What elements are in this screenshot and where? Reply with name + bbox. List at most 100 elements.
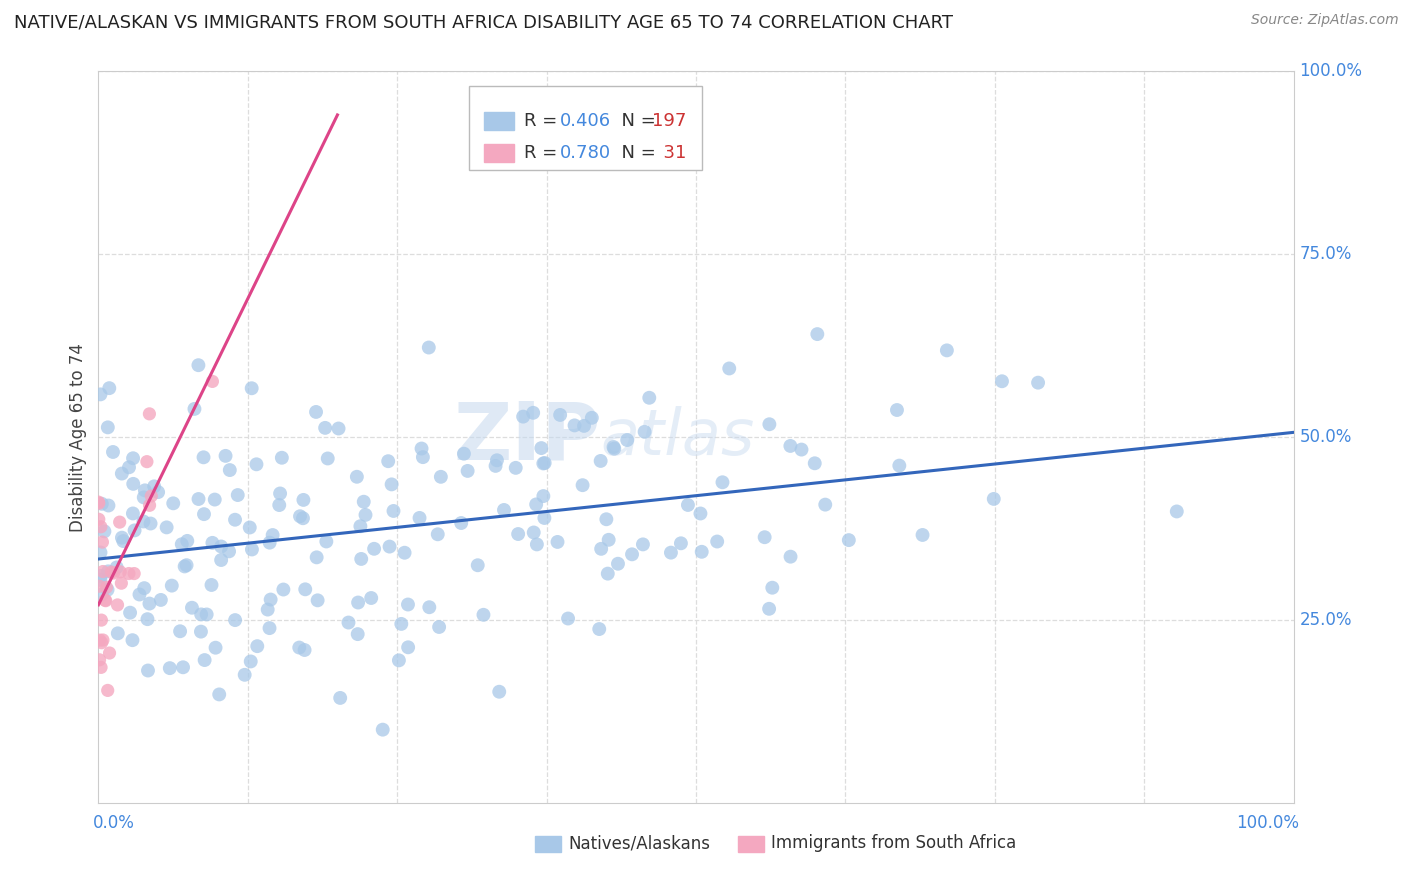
- Point: [838, 533, 860, 548]
- Point: [806, 327, 828, 342]
- Point: [676, 498, 699, 512]
- Text: 197: 197: [652, 112, 686, 129]
- Point: [149, 593, 172, 607]
- Text: 0.780: 0.780: [560, 145, 610, 162]
- Point: [761, 581, 783, 595]
- Text: 50.0%: 50.0%: [1299, 428, 1353, 446]
- Point: [307, 593, 329, 607]
- Point: [269, 486, 291, 500]
- Point: [754, 530, 776, 544]
- Point: [329, 690, 352, 705]
- Point: [87, 495, 110, 509]
- Text: 0.406: 0.406: [560, 112, 610, 129]
- Point: [378, 540, 401, 554]
- Point: [547, 535, 569, 549]
- Point: [411, 442, 433, 456]
- Point: [360, 591, 382, 605]
- Point: [711, 475, 734, 490]
- Point: [523, 525, 546, 540]
- Point: [138, 407, 160, 421]
- Point: [132, 515, 155, 529]
- Point: [530, 441, 553, 455]
- Point: [160, 579, 183, 593]
- Point: [181, 600, 204, 615]
- Point: [90, 660, 112, 674]
- Point: [505, 461, 527, 475]
- Point: [176, 533, 198, 548]
- Point: [564, 418, 586, 433]
- Point: [426, 527, 449, 541]
- Point: [91, 535, 114, 549]
- Point: [209, 540, 232, 554]
- Point: [557, 611, 579, 625]
- Point: [790, 442, 813, 457]
- Point: [690, 545, 713, 559]
- Point: [305, 550, 328, 565]
- Point: [394, 546, 416, 560]
- Point: [134, 483, 156, 498]
- Point: [294, 582, 316, 597]
- Point: [430, 470, 453, 484]
- Point: [718, 361, 741, 376]
- Point: [346, 469, 368, 483]
- Point: [91, 633, 114, 648]
- Point: [659, 546, 682, 560]
- Point: [533, 511, 555, 525]
- Text: 31: 31: [652, 145, 686, 162]
- Point: [588, 622, 610, 636]
- Point: [194, 653, 217, 667]
- Point: [316, 451, 339, 466]
- Point: [354, 508, 377, 522]
- Point: [90, 569, 112, 583]
- Point: [108, 515, 131, 529]
- Point: [162, 496, 184, 510]
- Point: [107, 626, 129, 640]
- Point: [100, 565, 122, 579]
- Point: [208, 687, 231, 701]
- Point: [139, 516, 162, 531]
- Point: [105, 560, 128, 574]
- Point: [396, 640, 419, 655]
- Point: [226, 488, 249, 502]
- Point: [90, 636, 112, 650]
- Text: Natives/Alaskans: Natives/Alaskans: [568, 834, 710, 852]
- Point: [239, 655, 262, 669]
- Point: [201, 375, 224, 389]
- Text: 75.0%: 75.0%: [1299, 245, 1353, 263]
- Point: [259, 621, 281, 635]
- Bar: [534, 836, 561, 852]
- Text: R =: R =: [524, 112, 562, 129]
- Point: [107, 598, 129, 612]
- Point: [146, 485, 169, 500]
- Point: [596, 566, 619, 581]
- Point: [814, 498, 837, 512]
- Point: [121, 633, 143, 648]
- Point: [591, 541, 613, 556]
- Point: [138, 597, 160, 611]
- Point: [245, 458, 267, 472]
- Point: [531, 489, 554, 503]
- Point: [97, 420, 120, 434]
- Point: [269, 498, 291, 512]
- Point: [98, 381, 121, 395]
- Point: [214, 449, 236, 463]
- Point: [110, 565, 132, 579]
- Point: [87, 496, 110, 510]
- Point: [548, 408, 571, 422]
- Point: [138, 498, 160, 512]
- Point: [103, 566, 125, 580]
- Point: [633, 425, 655, 439]
- Point: [315, 534, 337, 549]
- Point: [259, 592, 281, 607]
- Point: [488, 684, 510, 698]
- Point: [886, 403, 908, 417]
- Point: [270, 450, 292, 465]
- Point: [492, 503, 515, 517]
- Text: 0.0%: 0.0%: [93, 814, 135, 831]
- Point: [371, 723, 394, 737]
- Point: [128, 587, 150, 601]
- Point: [97, 499, 120, 513]
- Point: [911, 528, 934, 542]
- Point: [187, 358, 209, 372]
- Point: [193, 450, 215, 465]
